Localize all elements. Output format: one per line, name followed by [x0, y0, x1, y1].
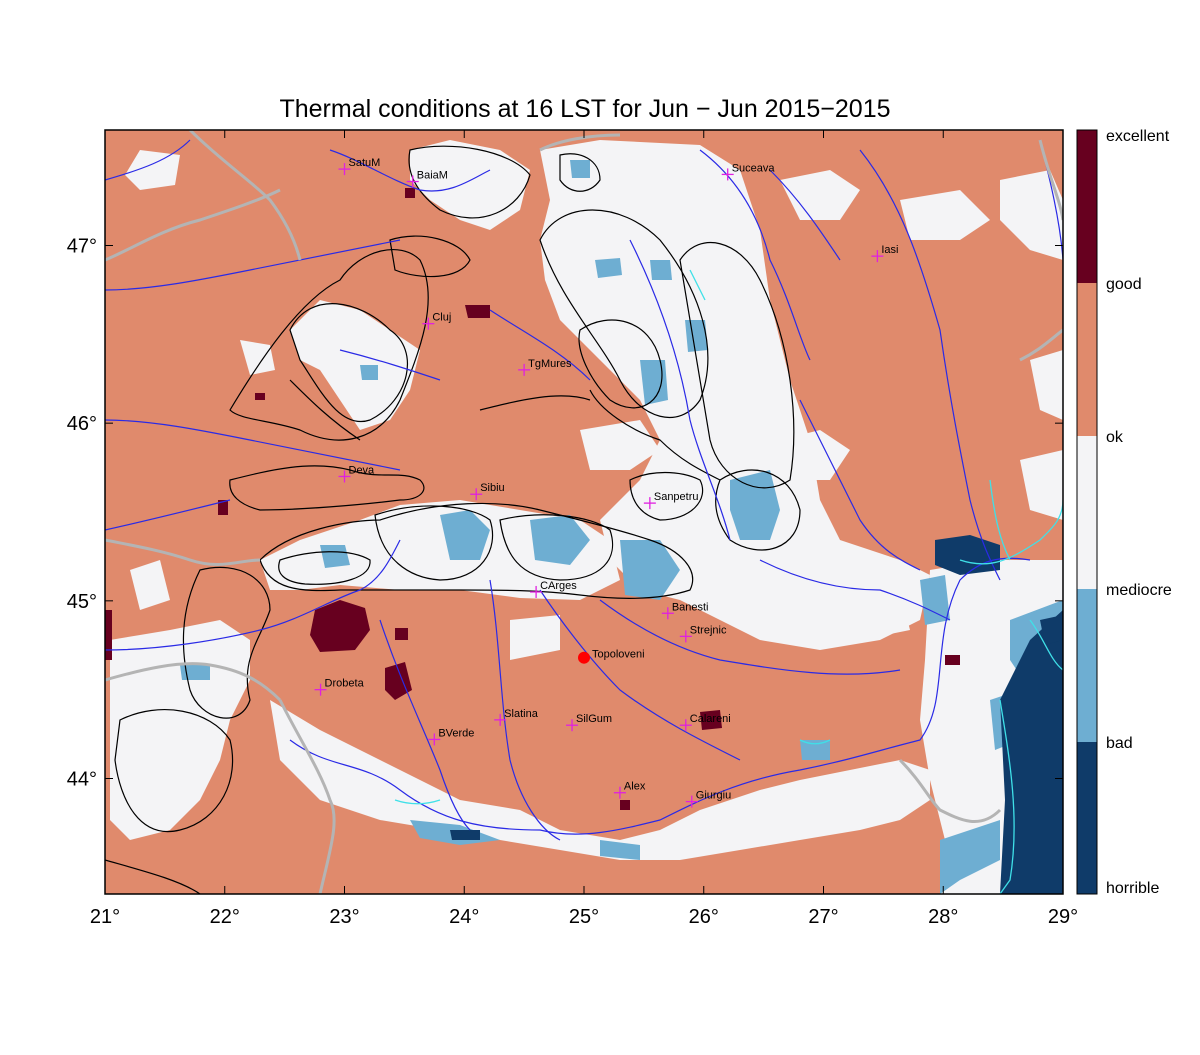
legend-label-good: good [1106, 276, 1142, 293]
city-label: Banesti [672, 601, 709, 613]
city-label: Sanpetru [654, 491, 699, 503]
city-label: Deva [349, 464, 376, 476]
city-marker: TgMures [518, 358, 572, 376]
city-label: Calareni [690, 713, 731, 725]
city-label: SilGum [576, 713, 612, 725]
legend-label-excellent: excellent [1106, 128, 1170, 145]
legend-swatch-ok [1077, 436, 1097, 589]
city-label: Drobeta [325, 678, 365, 690]
lon-tick-label: 28° [928, 906, 958, 928]
lon-tick-label: 29° [1048, 906, 1078, 928]
longitude-axis: 21° 22° 23° 24° 25° 26° 27° 28° 29° [90, 130, 1078, 928]
lat-tick-label: 46° [67, 413, 97, 435]
rivers [105, 139, 1063, 841]
lon-tick-label: 21° [90, 906, 120, 928]
legend-swatch-good [1077, 283, 1097, 436]
city-label: TgMures [528, 358, 572, 370]
city-label: Giurgiu [696, 790, 731, 802]
map-title: Thermal conditions at 16 LST for Jun − J… [279, 95, 890, 123]
city-markers: SatuM BaiaM Suceava Iasi Cluj TgMures Deva Sibi… [314, 157, 899, 808]
highlight-city-dot [578, 651, 590, 664]
legend-label-horrible: horrible [1106, 880, 1159, 897]
city-marker: BaiaM [406, 170, 448, 188]
lat-tick-label: 47° [67, 235, 97, 257]
excellent-regions [105, 188, 960, 810]
city-label: Slatina [504, 708, 539, 720]
city-label: Cluj [432, 312, 451, 324]
city-marker: Sanpetru [643, 491, 699, 510]
legend-label-mediocre: mediocre [1106, 582, 1172, 599]
city-marker: SatuM [338, 157, 381, 176]
lakes-coastline [394, 269, 1063, 894]
legend-swatch-mediocre [1077, 589, 1097, 742]
city-marker: Suceava [721, 162, 776, 181]
city-marker: Drobeta [314, 678, 365, 696]
lon-tick-label: 24° [449, 906, 479, 928]
lat-tick-label: 45° [67, 591, 97, 613]
highlight-city: Topoloveni [578, 649, 645, 664]
city-label: SatuM [349, 157, 381, 169]
color-legend: excellent good ok mediocre bad horrible [1076, 128, 1172, 897]
latitude-axis: 44° 45° 46° 47° [67, 235, 1063, 791]
legend-label-bad: bad [1106, 735, 1133, 752]
city-marker: BVerde [428, 727, 474, 746]
city-marker: CArges [530, 580, 577, 598]
city-marker: Iasi [871, 244, 899, 263]
city-marker: Giurgiu [685, 790, 731, 808]
map-area [105, 130, 1063, 894]
city-marker: Sibiu [470, 482, 505, 501]
lon-tick-label: 22° [210, 906, 240, 928]
lon-tick-label: 23° [329, 906, 359, 928]
city-label: CArges [540, 580, 577, 592]
city-label: Strejnic [690, 624, 727, 636]
city-label: Iasi [881, 244, 898, 256]
city-marker: Cluj [422, 312, 451, 330]
legend-frame [1076, 129, 1098, 895]
city-label: BVerde [438, 727, 474, 739]
city-marker: SilGum [566, 713, 612, 732]
legend-swatch-excellent [1077, 130, 1097, 283]
legend-swatch-bad [1077, 742, 1097, 894]
country-borders [105, 130, 1063, 894]
terrain-contours [105, 145, 801, 894]
city-marker: Strejnic [679, 624, 727, 643]
city-label: Alex [624, 781, 646, 793]
lat-tick-label: 44° [67, 769, 97, 791]
city-label: Suceava [732, 162, 776, 174]
city-label: Sibiu [480, 482, 504, 494]
city-marker: Slatina [494, 708, 539, 726]
city-label: BaiaM [417, 170, 448, 182]
highlight-city-label: Topoloveni [592, 649, 645, 661]
city-marker: Calareni [679, 713, 731, 732]
city-marker: Banesti [661, 601, 709, 620]
legend-label-ok: ok [1106, 429, 1124, 446]
city-marker: Deva [338, 464, 376, 483]
lon-tick-label: 26° [689, 906, 719, 928]
lon-tick-label: 25° [569, 906, 599, 928]
city-marker: Alex [613, 781, 646, 799]
lon-tick-label: 27° [808, 906, 838, 928]
